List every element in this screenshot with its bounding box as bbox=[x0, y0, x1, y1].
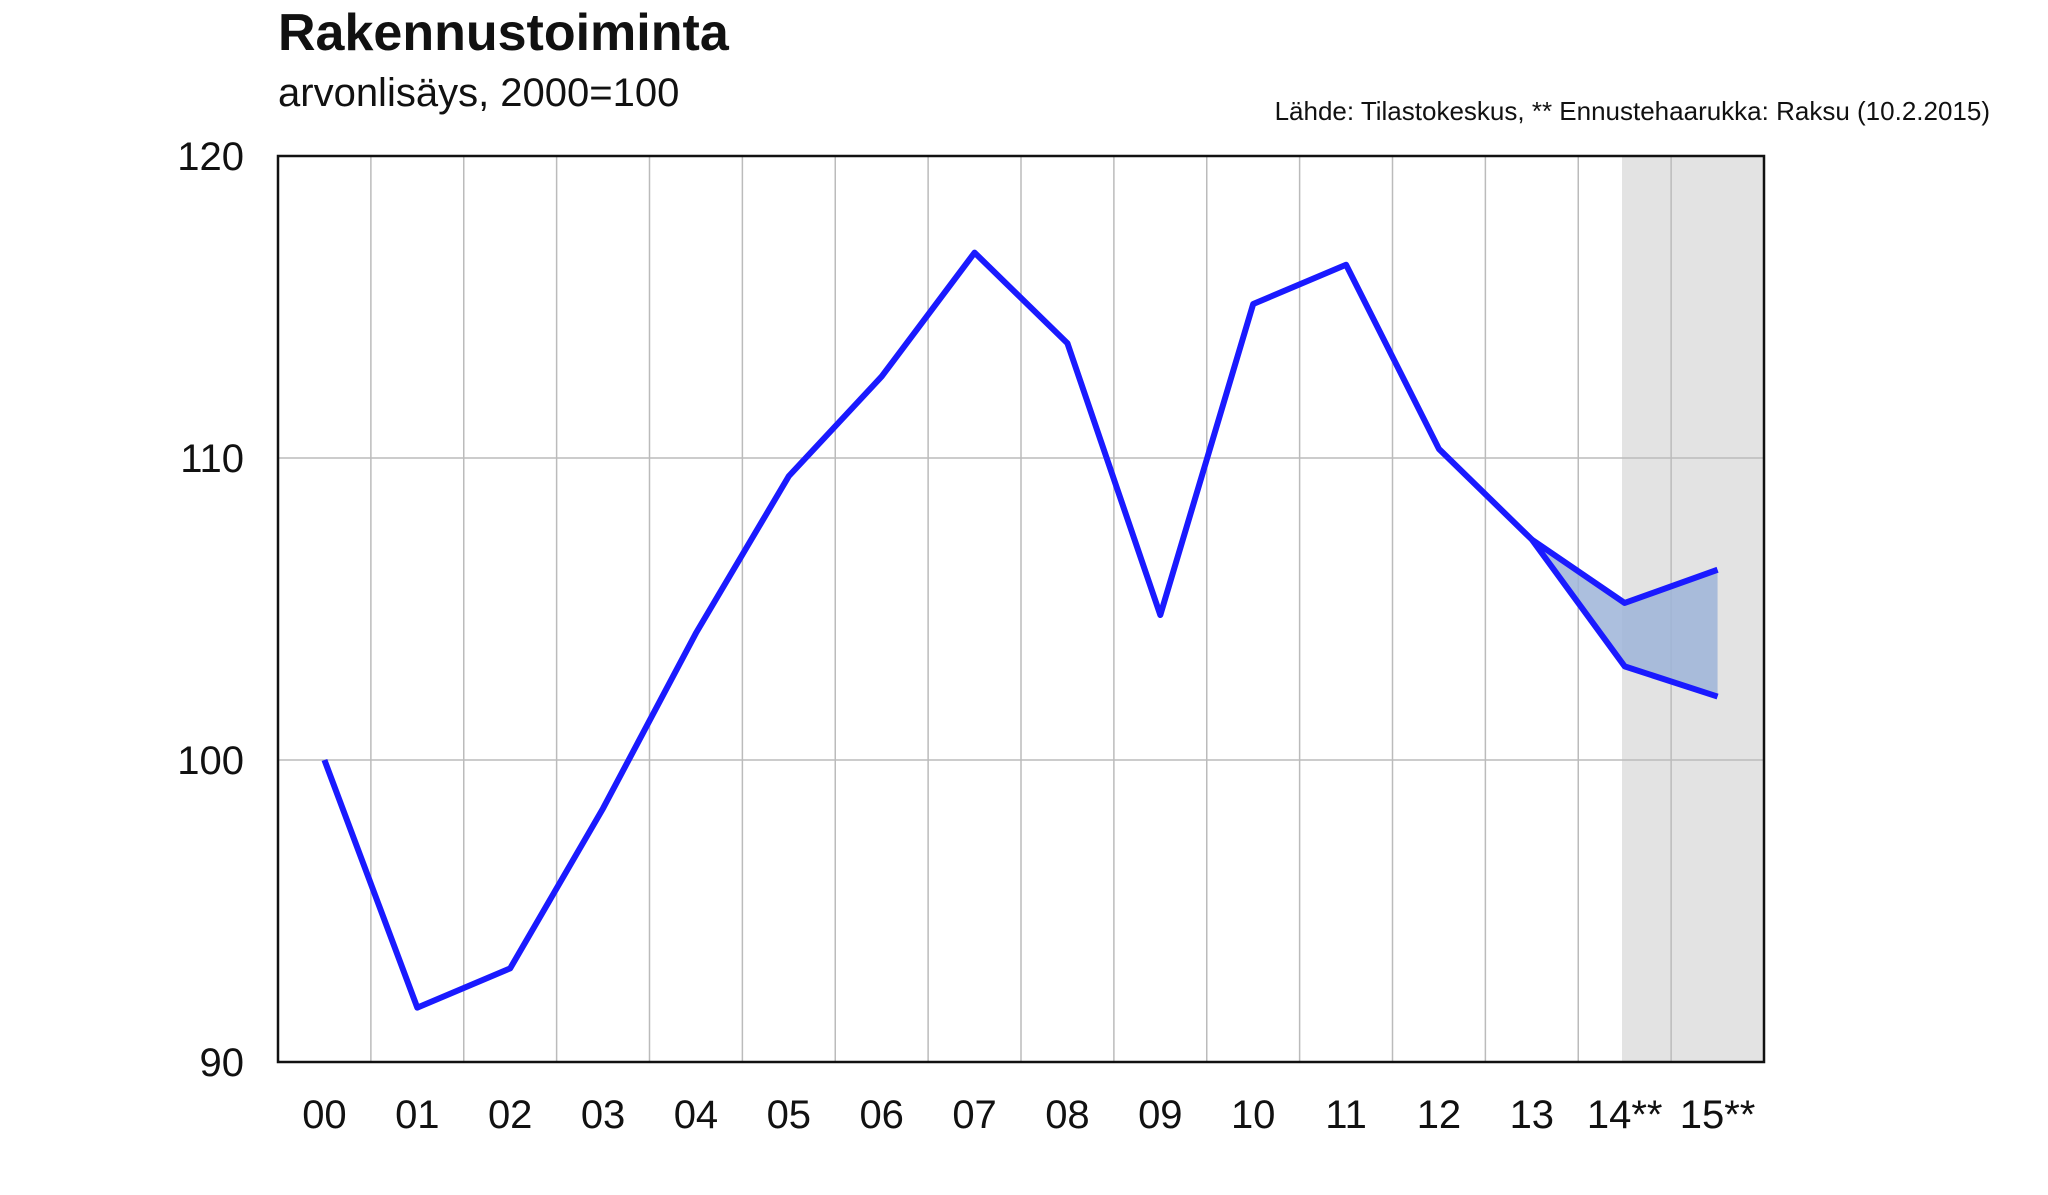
data-line bbox=[1529, 537, 1719, 700]
x-tick-label: 13 bbox=[1510, 1093, 1555, 1137]
forecast-band bbox=[1531, 539, 1718, 697]
y-tick-label: 90 bbox=[200, 1041, 245, 1085]
x-tick-label: 03 bbox=[581, 1093, 626, 1137]
x-tick-label: 11 bbox=[1325, 1093, 1367, 1137]
x-tick-label: 08 bbox=[1045, 1093, 1090, 1137]
x-tick-label: 02 bbox=[488, 1093, 533, 1137]
x-tick-label: 12 bbox=[1417, 1093, 1462, 1137]
chart-subtitle: arvonlisäys, 2000=100 bbox=[278, 71, 679, 115]
x-tick-label: 05 bbox=[767, 1093, 812, 1137]
x-tick-label: 07 bbox=[952, 1093, 997, 1137]
data-line bbox=[321, 249, 1534, 1011]
plot-frame bbox=[276, 154, 1766, 1064]
y-tick-label: 120 bbox=[177, 135, 244, 179]
x-tick-label: 09 bbox=[1138, 1093, 1183, 1137]
x-tick-label: 14** bbox=[1587, 1093, 1663, 1137]
data-line bbox=[1530, 537, 1719, 606]
x-tick-label: 04 bbox=[674, 1093, 719, 1137]
x-tick-label: 00 bbox=[302, 1093, 347, 1137]
x-tick-label: 01 bbox=[395, 1093, 440, 1137]
chart-title: Rakennustoiminta bbox=[278, 4, 730, 62]
x-tick-label: 15** bbox=[1680, 1093, 1756, 1137]
source-note: Lähde: Tilastokeskus, ** Ennustehaarukka… bbox=[1275, 96, 1990, 126]
x-tick-label: 10 bbox=[1231, 1093, 1276, 1137]
y-tick-label: 110 bbox=[180, 437, 244, 481]
y-tick-label: 100 bbox=[177, 739, 244, 783]
x-tick-label: 06 bbox=[859, 1093, 904, 1137]
